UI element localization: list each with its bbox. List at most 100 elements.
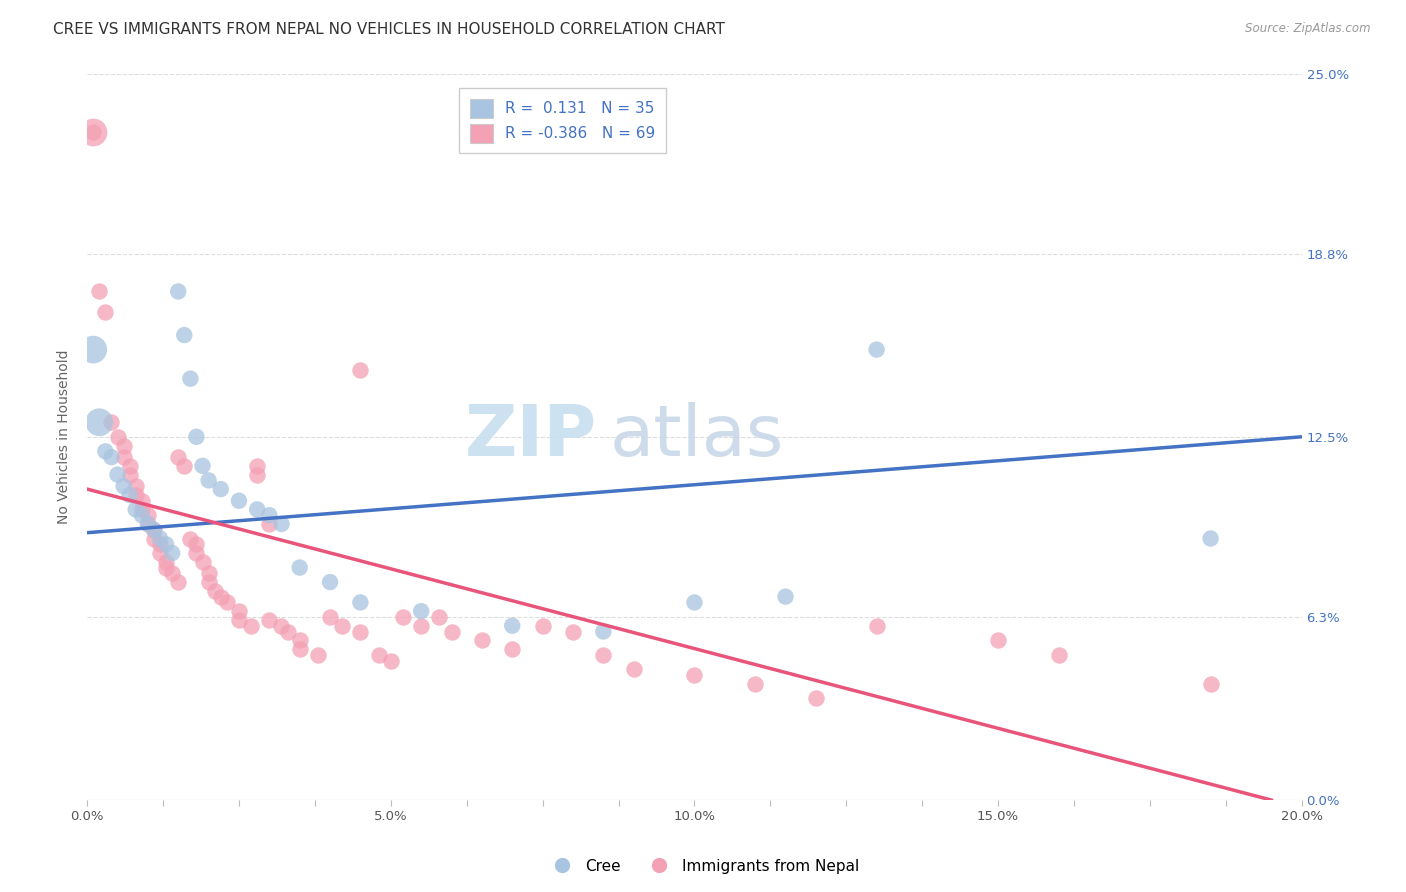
- Legend: R =  0.131   N = 35, R = -0.386   N = 69: R = 0.131 N = 35, R = -0.386 N = 69: [460, 88, 666, 153]
- Point: [228, 613, 250, 627]
- Point: [228, 493, 250, 508]
- Point: [592, 624, 614, 639]
- Legend: Cree, Immigrants from Nepal: Cree, Immigrants from Nepal: [541, 853, 865, 880]
- Point: [744, 677, 766, 691]
- Point: [531, 618, 554, 632]
- Point: [1199, 532, 1222, 546]
- Point: [155, 537, 177, 551]
- Point: [197, 575, 219, 590]
- Point: [1047, 648, 1070, 662]
- Point: [167, 575, 190, 590]
- Text: CREE VS IMMIGRANTS FROM NEPAL NO VEHICLES IN HOUSEHOLD CORRELATION CHART: CREE VS IMMIGRANTS FROM NEPAL NO VEHICLE…: [53, 22, 725, 37]
- Point: [277, 624, 299, 639]
- Point: [136, 516, 159, 531]
- Point: [259, 516, 281, 531]
- Point: [330, 618, 353, 632]
- Point: [160, 546, 183, 560]
- Point: [1199, 677, 1222, 691]
- Point: [149, 537, 172, 551]
- Point: [186, 546, 208, 560]
- Point: [125, 479, 148, 493]
- Point: [270, 618, 292, 632]
- Point: [131, 508, 153, 523]
- Point: [107, 430, 129, 444]
- Point: [82, 125, 104, 139]
- Point: [112, 479, 135, 493]
- Point: [987, 633, 1010, 648]
- Point: [259, 508, 281, 523]
- Point: [288, 633, 311, 648]
- Point: [246, 467, 269, 482]
- Point: [173, 328, 195, 343]
- Point: [94, 305, 117, 319]
- Point: [94, 444, 117, 458]
- Point: [155, 560, 177, 574]
- Point: [118, 467, 141, 482]
- Point: [592, 648, 614, 662]
- Point: [167, 285, 190, 299]
- Point: [411, 604, 433, 618]
- Point: [380, 654, 402, 668]
- Point: [179, 532, 201, 546]
- Point: [775, 590, 797, 604]
- Point: [411, 618, 433, 632]
- Point: [349, 595, 371, 609]
- Point: [186, 537, 208, 551]
- Point: [270, 516, 292, 531]
- Point: [367, 648, 389, 662]
- Point: [865, 618, 887, 632]
- Point: [288, 560, 311, 574]
- Point: [136, 508, 159, 523]
- Point: [112, 438, 135, 452]
- Point: [440, 624, 463, 639]
- Point: [142, 523, 165, 537]
- Point: [307, 648, 329, 662]
- Point: [125, 502, 148, 516]
- Point: [118, 458, 141, 473]
- Point: [142, 532, 165, 546]
- Point: [240, 618, 263, 632]
- Point: [191, 458, 214, 473]
- Point: [501, 642, 523, 657]
- Point: [288, 642, 311, 657]
- Text: Source: ZipAtlas.com: Source: ZipAtlas.com: [1246, 22, 1371, 36]
- Point: [173, 458, 195, 473]
- Point: [82, 125, 104, 139]
- Point: [683, 668, 706, 682]
- Point: [89, 285, 111, 299]
- Point: [865, 343, 887, 357]
- Point: [82, 343, 104, 357]
- Point: [136, 516, 159, 531]
- Point: [149, 532, 172, 546]
- Point: [197, 566, 219, 581]
- Point: [623, 662, 645, 676]
- Text: ZIP: ZIP: [465, 402, 598, 471]
- Y-axis label: No Vehicles in Household: No Vehicles in Household: [58, 350, 72, 524]
- Point: [204, 583, 226, 598]
- Point: [160, 566, 183, 581]
- Point: [112, 450, 135, 464]
- Point: [392, 610, 415, 624]
- Point: [319, 610, 342, 624]
- Point: [100, 450, 122, 464]
- Point: [471, 633, 494, 648]
- Point: [215, 595, 238, 609]
- Point: [246, 502, 269, 516]
- Point: [501, 618, 523, 632]
- Point: [191, 555, 214, 569]
- Point: [246, 458, 269, 473]
- Point: [209, 482, 232, 496]
- Point: [209, 590, 232, 604]
- Point: [89, 415, 111, 429]
- Point: [131, 502, 153, 516]
- Point: [319, 575, 342, 590]
- Point: [100, 415, 122, 429]
- Point: [107, 467, 129, 482]
- Point: [149, 546, 172, 560]
- Point: [186, 430, 208, 444]
- Point: [804, 691, 827, 706]
- Point: [427, 610, 450, 624]
- Point: [179, 372, 201, 386]
- Point: [228, 604, 250, 618]
- Point: [125, 488, 148, 502]
